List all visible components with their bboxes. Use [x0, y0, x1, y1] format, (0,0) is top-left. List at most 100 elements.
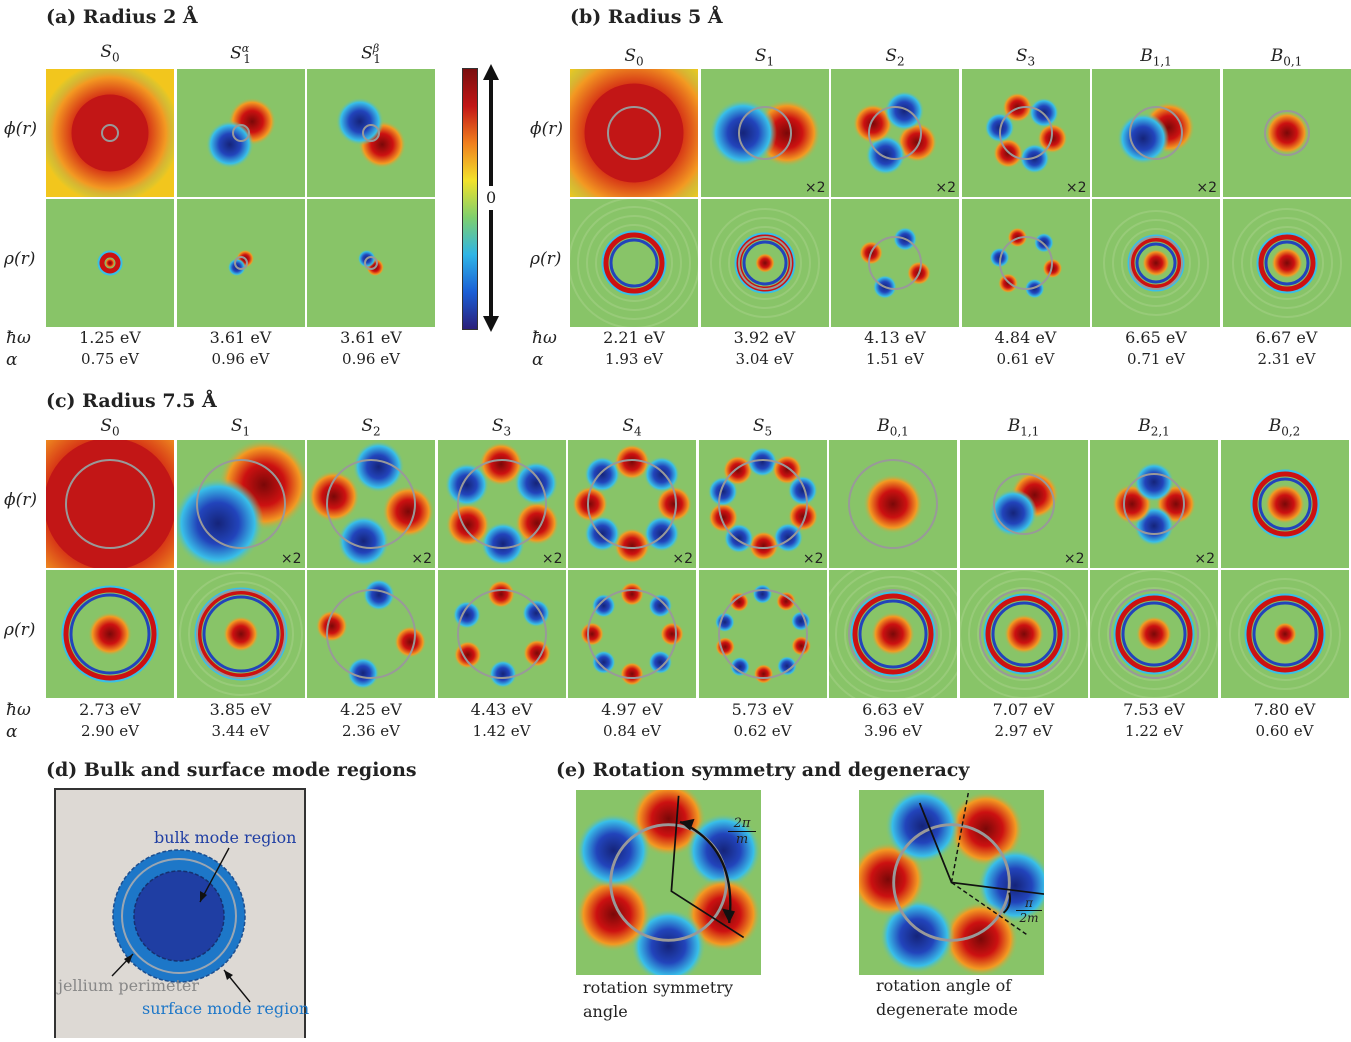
energy-value: 7.80 eV [1253, 700, 1316, 719]
phi-map-S5: ×2 [698, 440, 827, 568]
scale-factor-label: ×2 [541, 551, 563, 567]
mode-label-B01: B0,1 [1270, 46, 1303, 69]
scale-factor-label: ×2 [1063, 551, 1085, 567]
caption-line-1: rotation symmetry [583, 978, 733, 997]
energy-value: 3.61 eV [340, 328, 402, 347]
phi-row-label: ϕ(r) [4, 119, 37, 139]
degenerate-mode-caption: rotation angle of degenerate mode [876, 974, 1018, 1022]
damping-value: 2.90 eV [81, 722, 139, 740]
damping-value: 1.93 eV [605, 350, 663, 368]
colorbar [462, 68, 478, 330]
phi-map-B11: ×2 [959, 440, 1088, 568]
damping-value: 0.61 eV [996, 350, 1055, 368]
damping-value: 1.42 eV [472, 722, 531, 740]
panel-d-title: (d) Bulk and surface mode regions [46, 759, 417, 781]
bulk-region-label: bulk mode region [154, 828, 297, 847]
mode-label-S1: S1 [230, 416, 251, 439]
rho-map-S1 [307, 199, 435, 327]
scale-factor-label: ×2 [804, 180, 826, 196]
mode-label-B11: B1,1 [1007, 416, 1040, 439]
damping-value: 0.96 eV [211, 350, 270, 368]
pi-numerator: π [1016, 896, 1042, 911]
phi-map-S3: ×2 [437, 440, 566, 568]
surface-region-label: surface mode region [142, 999, 310, 1018]
rotation-symmetry-figure [575, 781, 762, 984]
damping-value: 0.60 eV [1255, 722, 1314, 740]
alpha-row-label: α [6, 722, 18, 742]
pi-over-2m-label: π 2m [1016, 896, 1042, 925]
damping-value: 3.04 eV [735, 350, 794, 368]
phi-map-S2: ×2 [307, 440, 435, 568]
mode-label-S4: S4 [622, 416, 642, 439]
damping-value: 0.75 eV [81, 350, 139, 368]
damping-value: 0.71 eV [1127, 350, 1185, 368]
phi-map-B01 [829, 440, 957, 568]
mode-label-S0: S0 [100, 42, 120, 65]
rho-map-S2 [831, 199, 959, 327]
energy-value: 7.53 eV [1123, 700, 1185, 719]
hw-row-label: ħω [6, 328, 31, 348]
rho-row-label: ρ(r) [4, 249, 36, 269]
rho-map-S1 [176, 570, 305, 698]
jellium-perimeter-label: jellium perimeter [58, 976, 200, 995]
two-pi-denominator: m [735, 832, 749, 847]
energy-value: 4.84 eV [994, 328, 1057, 347]
rho-map-S0 [46, 199, 174, 327]
panel-a-title: (a) Radius 2 Å [46, 6, 198, 28]
energy-value: 5.73 eV [731, 700, 794, 719]
mode-label-B02: B0,2 [1268, 416, 1301, 439]
rho-map-S1 [700, 199, 829, 327]
damping-value: 0.96 eV [342, 350, 400, 368]
energy-value: 3.61 eV [209, 328, 272, 347]
damping-value: 2.36 eV [342, 722, 400, 740]
two-pi-numerator: 2π [728, 816, 756, 832]
rho-map-S3 [437, 570, 566, 698]
phi-map-B11: ×2 [1092, 69, 1220, 197]
energy-value: 4.97 eV [601, 700, 663, 719]
mode-label-S1: Sα1 [230, 42, 251, 67]
alpha-row-label: α [6, 350, 18, 370]
mode-label-S0: S0 [100, 416, 120, 439]
energy-value: 6.67 eV [1255, 328, 1318, 347]
phi-row-label: ϕ(r) [4, 490, 37, 510]
caption-line-2: degenerate mode [876, 1000, 1018, 1019]
scale-factor-label: ×2 [935, 180, 956, 196]
phi-map-S1: ×2 [176, 440, 305, 568]
damping-value: 3.96 eV [864, 722, 922, 740]
energy-value: 2.73 eV [79, 700, 141, 719]
panel-b-title: (b) Radius 5 Å [570, 6, 723, 28]
caption-line-2: angle [583, 1002, 628, 1021]
damping-value: 0.62 eV [733, 722, 792, 740]
energy-value: 6.65 eV [1125, 328, 1187, 347]
mode-label-S2: S2 [885, 46, 905, 69]
phi-map-B01 [1222, 69, 1351, 197]
scale-factor-label: ×2 [802, 551, 824, 567]
scale-factor-label: ×2 [672, 551, 693, 567]
hw-row-label: ħω [532, 328, 557, 348]
phi-map-S0 [570, 69, 698, 197]
scale-factor-label: ×2 [1196, 180, 1217, 196]
energy-value: 6.63 eV [862, 700, 924, 719]
energy-value: 2.21 eV [603, 328, 665, 347]
pi-denominator: 2m [1019, 911, 1039, 925]
rho-map-S1 [176, 199, 305, 327]
mode-label-S1: Sβ1 [361, 42, 381, 67]
damping-value: 2.31 eV [1257, 350, 1316, 368]
two-pi-over-m-label: 2π m [728, 816, 756, 847]
scale-factor-label: ×2 [1065, 180, 1087, 196]
rho-row-label: ρ(r) [4, 620, 36, 640]
mode-label-S3: S3 [491, 416, 512, 439]
energy-value: 1.25 eV [79, 328, 141, 347]
phi-map-S1: ×2 [700, 69, 829, 197]
mode-label-B21: B2,1 [1138, 416, 1170, 439]
mode-label-B01: B0,1 [877, 416, 909, 439]
mode-label-S1: S1 [754, 46, 775, 69]
scale-factor-label: ×2 [411, 551, 432, 567]
mode-label-B11: B1,1 [1140, 46, 1172, 69]
rho-map-S0 [46, 570, 174, 698]
rho-map-S3 [961, 199, 1090, 327]
energy-value: 3.85 eV [209, 700, 272, 719]
scale-factor-label: ×2 [280, 551, 302, 567]
panel-e-title: (e) Rotation symmetry and degeneracy [556, 759, 970, 781]
rho-row-label: ρ(r) [530, 249, 562, 269]
